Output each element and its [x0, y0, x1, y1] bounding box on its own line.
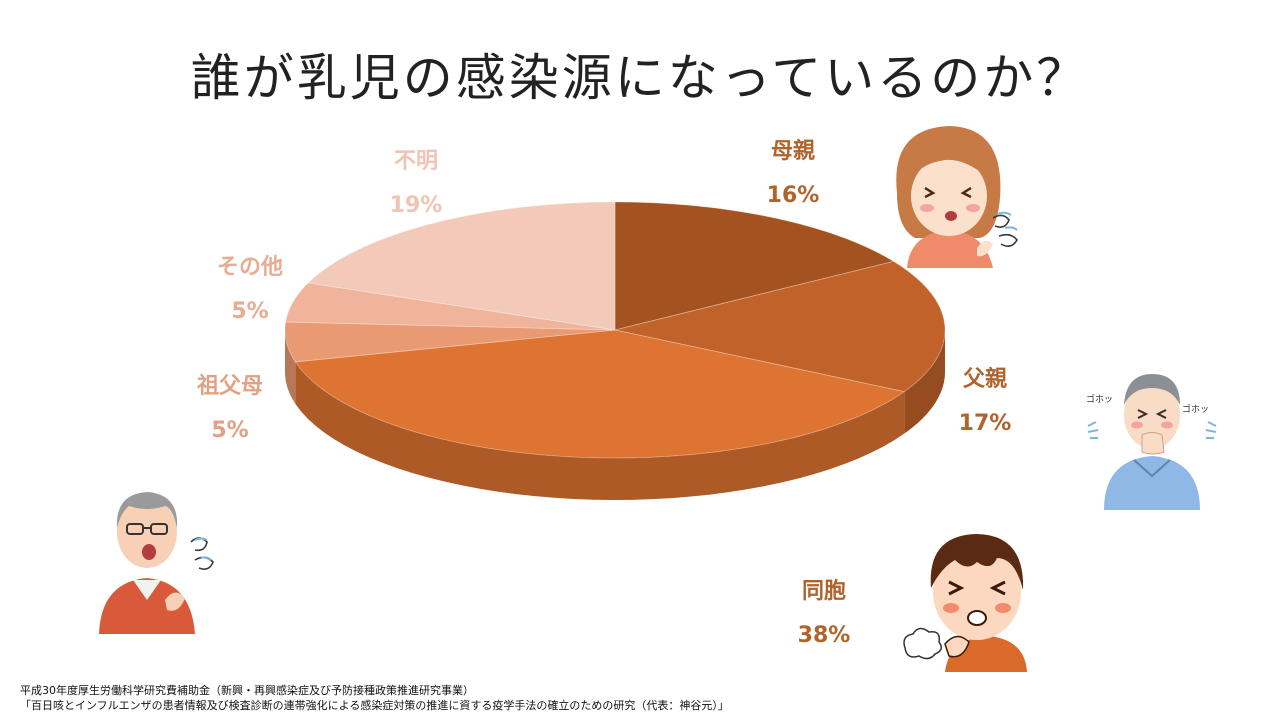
slice-label-name: その他 — [216, 255, 283, 280]
slice-label-1: 父親 17% — [925, 358, 1045, 446]
pie-slice-0 — [614, 201, 895, 331]
slice-label-3: 祖父母 5% — [170, 365, 290, 453]
pie-slice-5 — [307, 201, 616, 331]
slice-label-0: 母親 16% — [733, 130, 853, 218]
slice-label-name: 不明 — [393, 149, 438, 174]
chart-title: 誰が乳児の感染源になっているのか？ — [190, 49, 1090, 107]
pie-slices — [284, 201, 946, 459]
slice-label-name: 父親 — [962, 367, 1007, 392]
cough-sound-left: ゴホッ — [1086, 393, 1113, 405]
slice-label-name: 母親 — [770, 139, 815, 164]
footer-line-1: 平成30年度厚生労働科学研究費補助金（新興・再興感染症及び予防接種政策推進研究事… — [20, 684, 474, 697]
pie-slice-3 — [284, 321, 616, 363]
slice-label-value: 5% — [231, 299, 269, 324]
slice-label-value: 38% — [797, 623, 851, 648]
slice-label-5: 不明 19% — [356, 140, 476, 228]
slice-label-name: 同胞 — [801, 579, 846, 604]
coughing-mother-icon — [896, 126, 1018, 268]
pie-side-3 — [285, 330, 296, 404]
cough-sound-right: ゴホッ — [1182, 403, 1209, 415]
footer-citation: 平成30年度厚生労働科学研究費補助金（新興・再興感染症及び予防接種政策推進研究事… — [20, 683, 729, 713]
coughing-grandfather-icon — [99, 492, 214, 634]
slice-label-value: 16% — [766, 183, 820, 208]
slice-label-2: 同胞 38% — [764, 570, 884, 658]
coughing-child-icon — [903, 534, 1027, 672]
pie-side-walls — [285, 330, 945, 500]
pie-side-2 — [295, 361, 905, 500]
slice-label-value: 17% — [958, 411, 1012, 436]
pie-slice-4 — [285, 282, 616, 331]
pie-slice-2 — [294, 329, 906, 459]
slice-label-4: その他 5% — [190, 246, 310, 334]
footer-line-2: 「百日咳とインフルエンザの患者情報及び検査診断の連帯強化による感染症対策の推進に… — [20, 699, 729, 712]
slice-label-value: 19% — [389, 193, 443, 218]
pie-slice-1 — [614, 260, 946, 393]
coughing-father-icon: ゴホッ ゴホッ — [1086, 374, 1217, 510]
pie-side-1 — [904, 330, 945, 434]
slice-label-name: 祖父母 — [196, 374, 263, 399]
slice-label-value: 5% — [211, 418, 249, 443]
